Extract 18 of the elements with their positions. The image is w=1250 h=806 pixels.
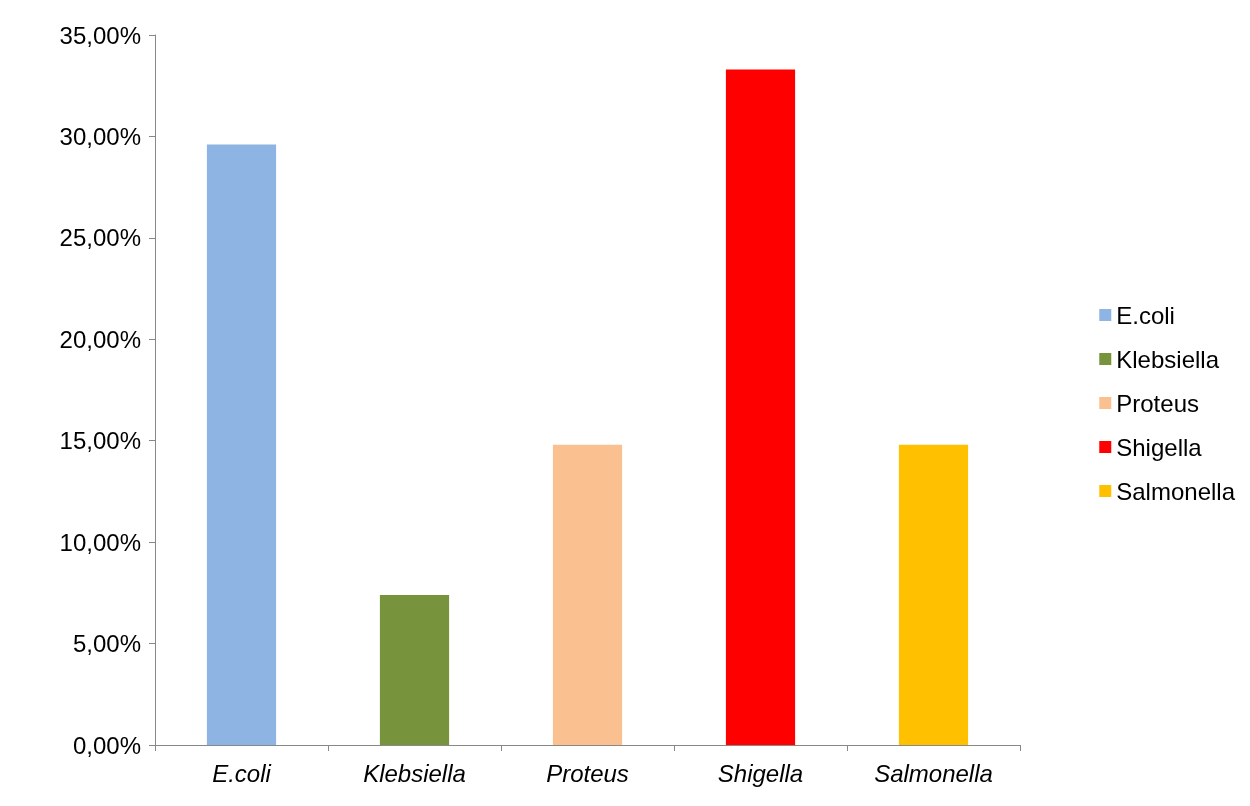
y-tick-label: 25,00% <box>59 224 141 252</box>
x-tick-label: Shigella <box>717 759 804 787</box>
y-tick-label: 30,00% <box>59 122 141 150</box>
x-tick-label: Klebsiella <box>363 759 466 787</box>
y-tick-label: 15,00% <box>59 427 141 455</box>
legend-label: Proteus <box>1116 389 1199 417</box>
y-tick-label: 0,00% <box>72 731 141 759</box>
x-tick-label: Proteus <box>546 759 629 787</box>
legend-label: Salmonella <box>1116 477 1236 505</box>
legend-label: Klebsiella <box>1116 345 1220 373</box>
y-tick-label: 35,00% <box>59 21 141 49</box>
y-tick-label: 10,00% <box>59 528 141 556</box>
legend-label: E.coli <box>1116 301 1175 329</box>
y-tick-label: 20,00% <box>59 325 141 353</box>
y-tick-label: 5,00% <box>72 630 141 658</box>
x-tick-label: Salmonella <box>874 759 993 787</box>
legend-label: Shigella <box>1116 433 1203 461</box>
x-tick-label: E.coli <box>212 759 272 787</box>
